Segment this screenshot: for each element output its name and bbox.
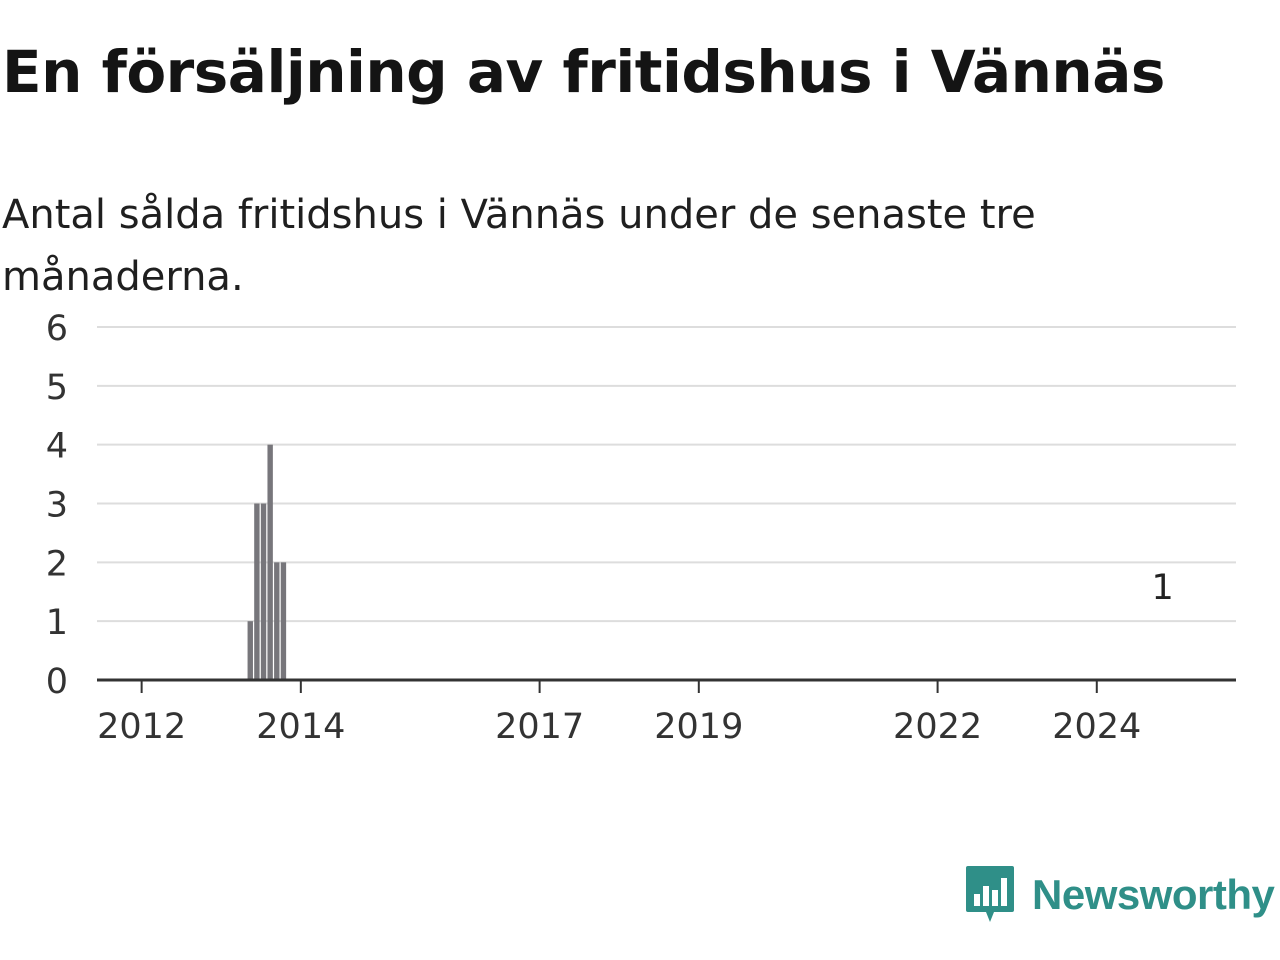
x-tick-label: 2022 <box>893 707 982 747</box>
x-tick-label: 2014 <box>256 707 345 747</box>
bar-chart: 0 1 2 3 4 5 6 1 2012 2014 2017 2019 2022 2024 <box>46 309 1236 747</box>
x-tick-label: 2024 <box>1052 707 1141 747</box>
y-tick-label: 0 <box>46 662 68 702</box>
y-tick-label: 6 <box>46 309 68 349</box>
newsworthy-logo-icon <box>966 866 1014 922</box>
bar <box>274 562 280 680</box>
x-tick-label: 2017 <box>495 707 584 747</box>
bar <box>267 444 273 680</box>
data-label: 1 <box>1151 568 1173 608</box>
bar <box>260 503 267 680</box>
bar <box>254 503 260 680</box>
bar <box>280 562 287 680</box>
chart-subtitle: Antal sålda fritidshus i Vännäs under de… <box>2 192 1036 300</box>
y-tick-label: 3 <box>46 486 68 526</box>
y-tick-label: 4 <box>46 427 68 467</box>
y-tick-label: 2 <box>46 544 68 584</box>
bar <box>247 621 253 680</box>
y-tick-label: 5 <box>46 368 68 408</box>
x-tick-label: 2012 <box>97 707 186 747</box>
page-title: En försäljning av fritidshus i Vännäs <box>2 38 1165 106</box>
brand-logo: Newsworthy <box>964 864 1275 926</box>
brand-name: Newsworthy <box>1032 871 1275 918</box>
y-tick-label: 1 <box>46 603 68 643</box>
x-tick-label: 2019 <box>654 707 743 747</box>
